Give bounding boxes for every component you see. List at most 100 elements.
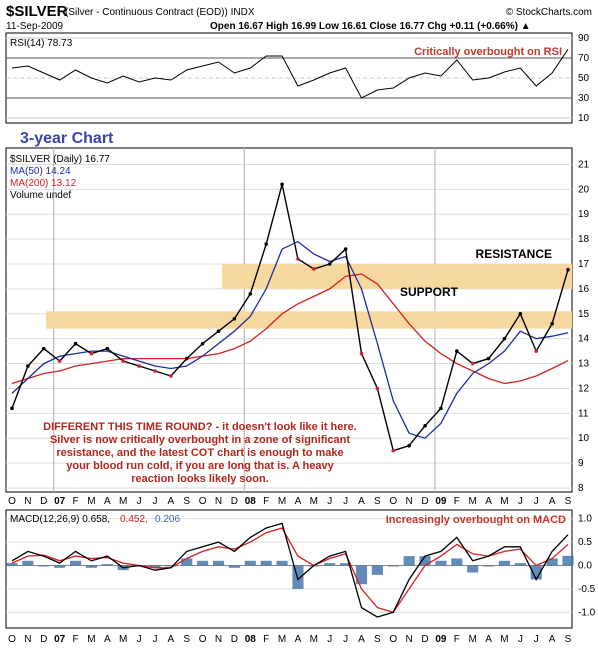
month-label: S: [183, 634, 190, 645]
macd-tick-label: 0.5: [578, 537, 592, 548]
month-label: D: [231, 496, 238, 507]
legend-volume: Volume undef: [10, 190, 71, 201]
month-label: A: [549, 496, 556, 507]
macd-tick-label: -0.5: [578, 584, 596, 595]
price-point: [137, 364, 141, 368]
rsi-tick-label: 70: [578, 53, 590, 64]
month-label: O: [389, 634, 397, 645]
rsi-tick-label: 50: [578, 73, 590, 84]
month-label: M: [119, 634, 127, 645]
month-label: D: [231, 634, 238, 645]
price-point: [423, 423, 427, 428]
macd-hist-bar: [292, 565, 304, 589]
month-label: J: [343, 634, 348, 645]
month-label: D: [421, 634, 428, 645]
month-label: N: [406, 634, 413, 645]
price-point: [534, 349, 539, 353]
month-label: F: [263, 496, 269, 507]
month-label: D: [40, 634, 47, 645]
price-tick-label: 8: [578, 483, 584, 494]
price-line: [11, 184, 569, 452]
macd-tick-label: 1.0: [578, 514, 592, 525]
price-point: [407, 443, 411, 448]
resistance-label: RESISTANCE: [476, 247, 552, 261]
macd-hist-bar: [498, 560, 511, 566]
month-label: A: [104, 634, 111, 645]
macd-label-signal: 0.452,: [120, 514, 148, 525]
chart-caption: 3-year Chart: [20, 130, 114, 147]
month-label: M: [119, 496, 127, 507]
price-point: [327, 262, 332, 266]
month-label: S: [374, 496, 381, 507]
legend-silver: $SILVER (Daily) 16.77: [10, 154, 110, 165]
rsi-tick-label: 10: [578, 113, 590, 124]
annotation-text: DIFFERENT THIS TIME ROUND? - it doesn't …: [43, 421, 357, 485]
price-point: [89, 351, 94, 356]
macd-hist-bar: [514, 563, 526, 566]
price-point: [470, 361, 475, 366]
month-label: J: [152, 496, 157, 507]
month-label: F: [454, 634, 460, 645]
price-point: [153, 369, 157, 373]
month-label: M: [278, 496, 286, 507]
macd-hist-bar: [260, 560, 272, 566]
month-label: O: [199, 496, 207, 507]
macd-hist-bar: [435, 560, 447, 566]
legend-ma200: MA(200) 13.12: [10, 178, 77, 189]
price-points: [10, 182, 570, 453]
rsi-line: [11, 49, 569, 99]
month-label: J: [137, 634, 142, 645]
month-label: A: [485, 634, 492, 645]
month-axis-bottom: O N D 07 F M A M J J A S O N D 08 F M A M J J A S O N D 09 F M A M J J A S: [8, 634, 572, 645]
macd-hist-bar: [419, 556, 431, 566]
price-point: [518, 311, 523, 316]
month-label: A: [295, 634, 302, 645]
month-label: N: [215, 634, 222, 645]
macd-tick-label: 0.0: [578, 560, 592, 571]
month-label: A: [358, 634, 365, 645]
price-point: [41, 346, 46, 351]
price-point: [343, 247, 348, 251]
macd-hist-bar: [562, 555, 574, 566]
month-label: S: [183, 496, 190, 507]
macd-hist-bar: [38, 565, 50, 567]
price-point: [169, 374, 173, 378]
month-label: J: [137, 496, 142, 507]
legend-ma50: MA(50) 14.24: [10, 166, 71, 177]
rsi-tick-label: 30: [578, 93, 590, 104]
macd-label-main: MACD(12,26,9) 0.658,: [10, 514, 110, 525]
price-point: [439, 406, 443, 411]
rsi-label: RSI(14) 78.73: [10, 38, 73, 49]
price-point: [57, 359, 62, 363]
month-label: J: [152, 634, 157, 645]
price-point: [455, 349, 459, 353]
month-label: 07: [54, 634, 66, 645]
month-label: J: [327, 634, 332, 645]
month-label: 08: [245, 496, 257, 507]
annotation-line-1: DIFFERENT THIS TIME ROUND? - it doesn't …: [43, 421, 357, 433]
month-label: J: [534, 634, 539, 645]
macd-hist-bar: [197, 560, 209, 566]
month-label: S: [374, 634, 381, 645]
month-label: M: [87, 634, 95, 645]
month-label: J: [343, 496, 348, 507]
macd-hist-bar: [371, 565, 383, 575]
price-tick-label: 11: [578, 408, 589, 419]
rsi-grid: [6, 37, 572, 119]
month-label: M: [469, 634, 477, 645]
price-tick-label: 21: [578, 159, 590, 170]
price-point: [216, 329, 221, 334]
price-point: [26, 364, 30, 368]
macd-hist-bar: [6, 563, 18, 566]
macd-histogram: [6, 555, 574, 589]
macd-hist-bar: [387, 565, 399, 567]
annotation-line-2: Silver is now critically overbought in a…: [50, 434, 350, 446]
macd-label-hist: 0.206: [155, 514, 180, 525]
month-label: F: [72, 634, 78, 645]
month-label: 08: [245, 634, 257, 645]
price-tick-label: 14: [578, 334, 590, 345]
month-label: F: [263, 634, 269, 645]
month-label: N: [406, 496, 413, 507]
